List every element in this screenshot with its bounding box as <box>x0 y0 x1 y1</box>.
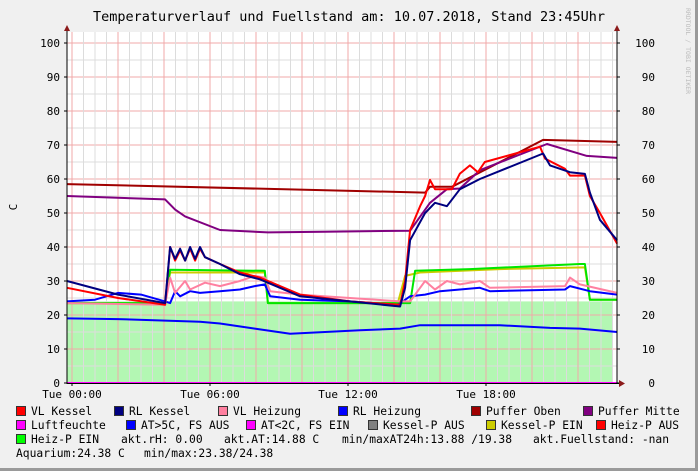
legend-item: VL Heizung <box>218 405 301 418</box>
y-tick-label-right: 60 <box>642 173 655 186</box>
legend-swatch <box>16 434 26 444</box>
legend-item: Kessel-P EIN <box>486 419 583 432</box>
legend-swatch <box>471 406 481 416</box>
legend-label: Puffer Oben <box>486 405 561 418</box>
legend-label: RL Kessel <box>129 405 191 418</box>
y-tick-label-right: 90 <box>642 71 655 84</box>
y-axis-arrow-right-icon <box>614 25 620 31</box>
legend-label: Heiz-P AUS <box>611 419 680 432</box>
watermark: RRDTOOL / TOBI OETIKER <box>684 8 692 94</box>
series-at-5c-fs-aus <box>66 317 618 335</box>
legend-stat-aquarium-minmax: min/max:23.38/24.38 <box>144 447 274 460</box>
legend-label: AT>5C, FS AUS <box>141 419 230 432</box>
y-tick-label-left: 90 <box>47 71 60 84</box>
legend-item: Puffer Oben <box>471 405 561 418</box>
legend-item: Heiz-P EIN <box>16 433 99 446</box>
y-tick-label-right: 30 <box>642 275 655 288</box>
legend-stat-fuellstand: akt.Fuellstand: -nan <box>533 433 670 446</box>
legend-item: Luftfeuchte <box>16 419 106 432</box>
y-tick-label-left: 10 <box>47 343 60 356</box>
y-axis-label: C <box>7 204 20 211</box>
legend-swatch <box>16 420 26 430</box>
legend-label: Kessel-P EIN <box>501 419 583 432</box>
y-tick-label-left: 70 <box>47 139 60 152</box>
series-rl-heizung <box>66 283 618 306</box>
series-rl-kessel <box>66 152 618 308</box>
legend-item: VL Kessel <box>16 405 92 418</box>
chart-title: Temperaturverlauf und Fuellstand am: 10.… <box>93 9 605 25</box>
x-tick-label: Tue 12:00 <box>318 388 378 401</box>
legend-swatch <box>218 406 228 416</box>
legend-label: Puffer Mitte <box>598 405 680 418</box>
legend-label: VL Kessel <box>31 405 93 418</box>
y-tick-label-right: 80 <box>642 105 655 118</box>
legend-item: Heiz-P AUS <box>596 419 679 432</box>
legend-item: Puffer Mitte <box>583 405 680 418</box>
series-heiz-p-ein <box>67 263 618 305</box>
legend-swatch <box>596 420 606 430</box>
legend-swatch <box>583 406 593 416</box>
y-tick-label-right: 0 <box>648 377 655 390</box>
x-tick-label: Tue 06:00 <box>180 388 240 401</box>
legend-stat-rh: akt.rH: 0.00 <box>121 433 203 446</box>
legend-swatch <box>114 406 124 416</box>
y-tick-label-left: 80 <box>47 105 60 118</box>
legend-stat-at: akt.AT:14.88 C <box>224 433 320 446</box>
y-tick-label-right: 50 <box>642 207 655 220</box>
legend-swatch <box>486 420 496 430</box>
legend-label: VL Heizung <box>233 405 302 418</box>
y-tick-label-right: 100 <box>635 37 655 50</box>
y-tick-label-left: 40 <box>47 241 60 254</box>
x-axis-arrow-icon <box>619 380 625 387</box>
y-tick-label-left: 20 <box>47 309 60 322</box>
legend-swatch <box>338 406 348 416</box>
legend-item: RL Heizung <box>338 405 421 418</box>
y-tick-label-right: 70 <box>642 139 655 152</box>
y-tick-label-right: 20 <box>642 309 655 322</box>
legend-swatch <box>368 420 378 430</box>
series-vl-heizung <box>66 274 618 306</box>
x-tick-label: Tue 00:00 <box>42 388 102 401</box>
y-tick-label-left: 30 <box>47 275 60 288</box>
series-puffer-oben <box>66 138 618 194</box>
y-tick-label-left: 50 <box>47 207 60 220</box>
legend-label: AT<2C, FS EIN <box>261 419 350 432</box>
y-axis-arrow-icon <box>64 25 70 31</box>
legend-item: AT>5C, FS AUS <box>126 419 229 432</box>
legend-item: Kessel-P AUS <box>368 419 465 432</box>
legend-swatch <box>126 420 136 430</box>
legend-label: Luftfeuchte <box>31 419 106 432</box>
legend-swatch <box>246 420 256 430</box>
y-tick-label-right: 10 <box>642 343 655 356</box>
legend-item: RL Kessel <box>114 405 190 418</box>
legend-stat-minmax-at: min/maxAT24h:13.88 /19.38 <box>342 433 513 446</box>
y-tick-label-left: 60 <box>47 173 60 186</box>
legend-stat-aquarium: Aquarium:24.38 C <box>16 447 125 460</box>
legend-swatch <box>16 406 26 416</box>
legend-item: AT<2C, FS EIN <box>246 419 349 432</box>
y-tick-label-left: 100 <box>40 37 60 50</box>
y-tick-label-left: 0 <box>53 377 60 390</box>
legend-label: Heiz-P EIN <box>31 433 100 446</box>
legend-label: Kessel-P AUS <box>383 419 465 432</box>
y-tick-label-right: 40 <box>642 241 655 254</box>
legend-label: RL Heizung <box>353 405 422 418</box>
x-tick-label: Tue 18:00 <box>456 388 516 401</box>
